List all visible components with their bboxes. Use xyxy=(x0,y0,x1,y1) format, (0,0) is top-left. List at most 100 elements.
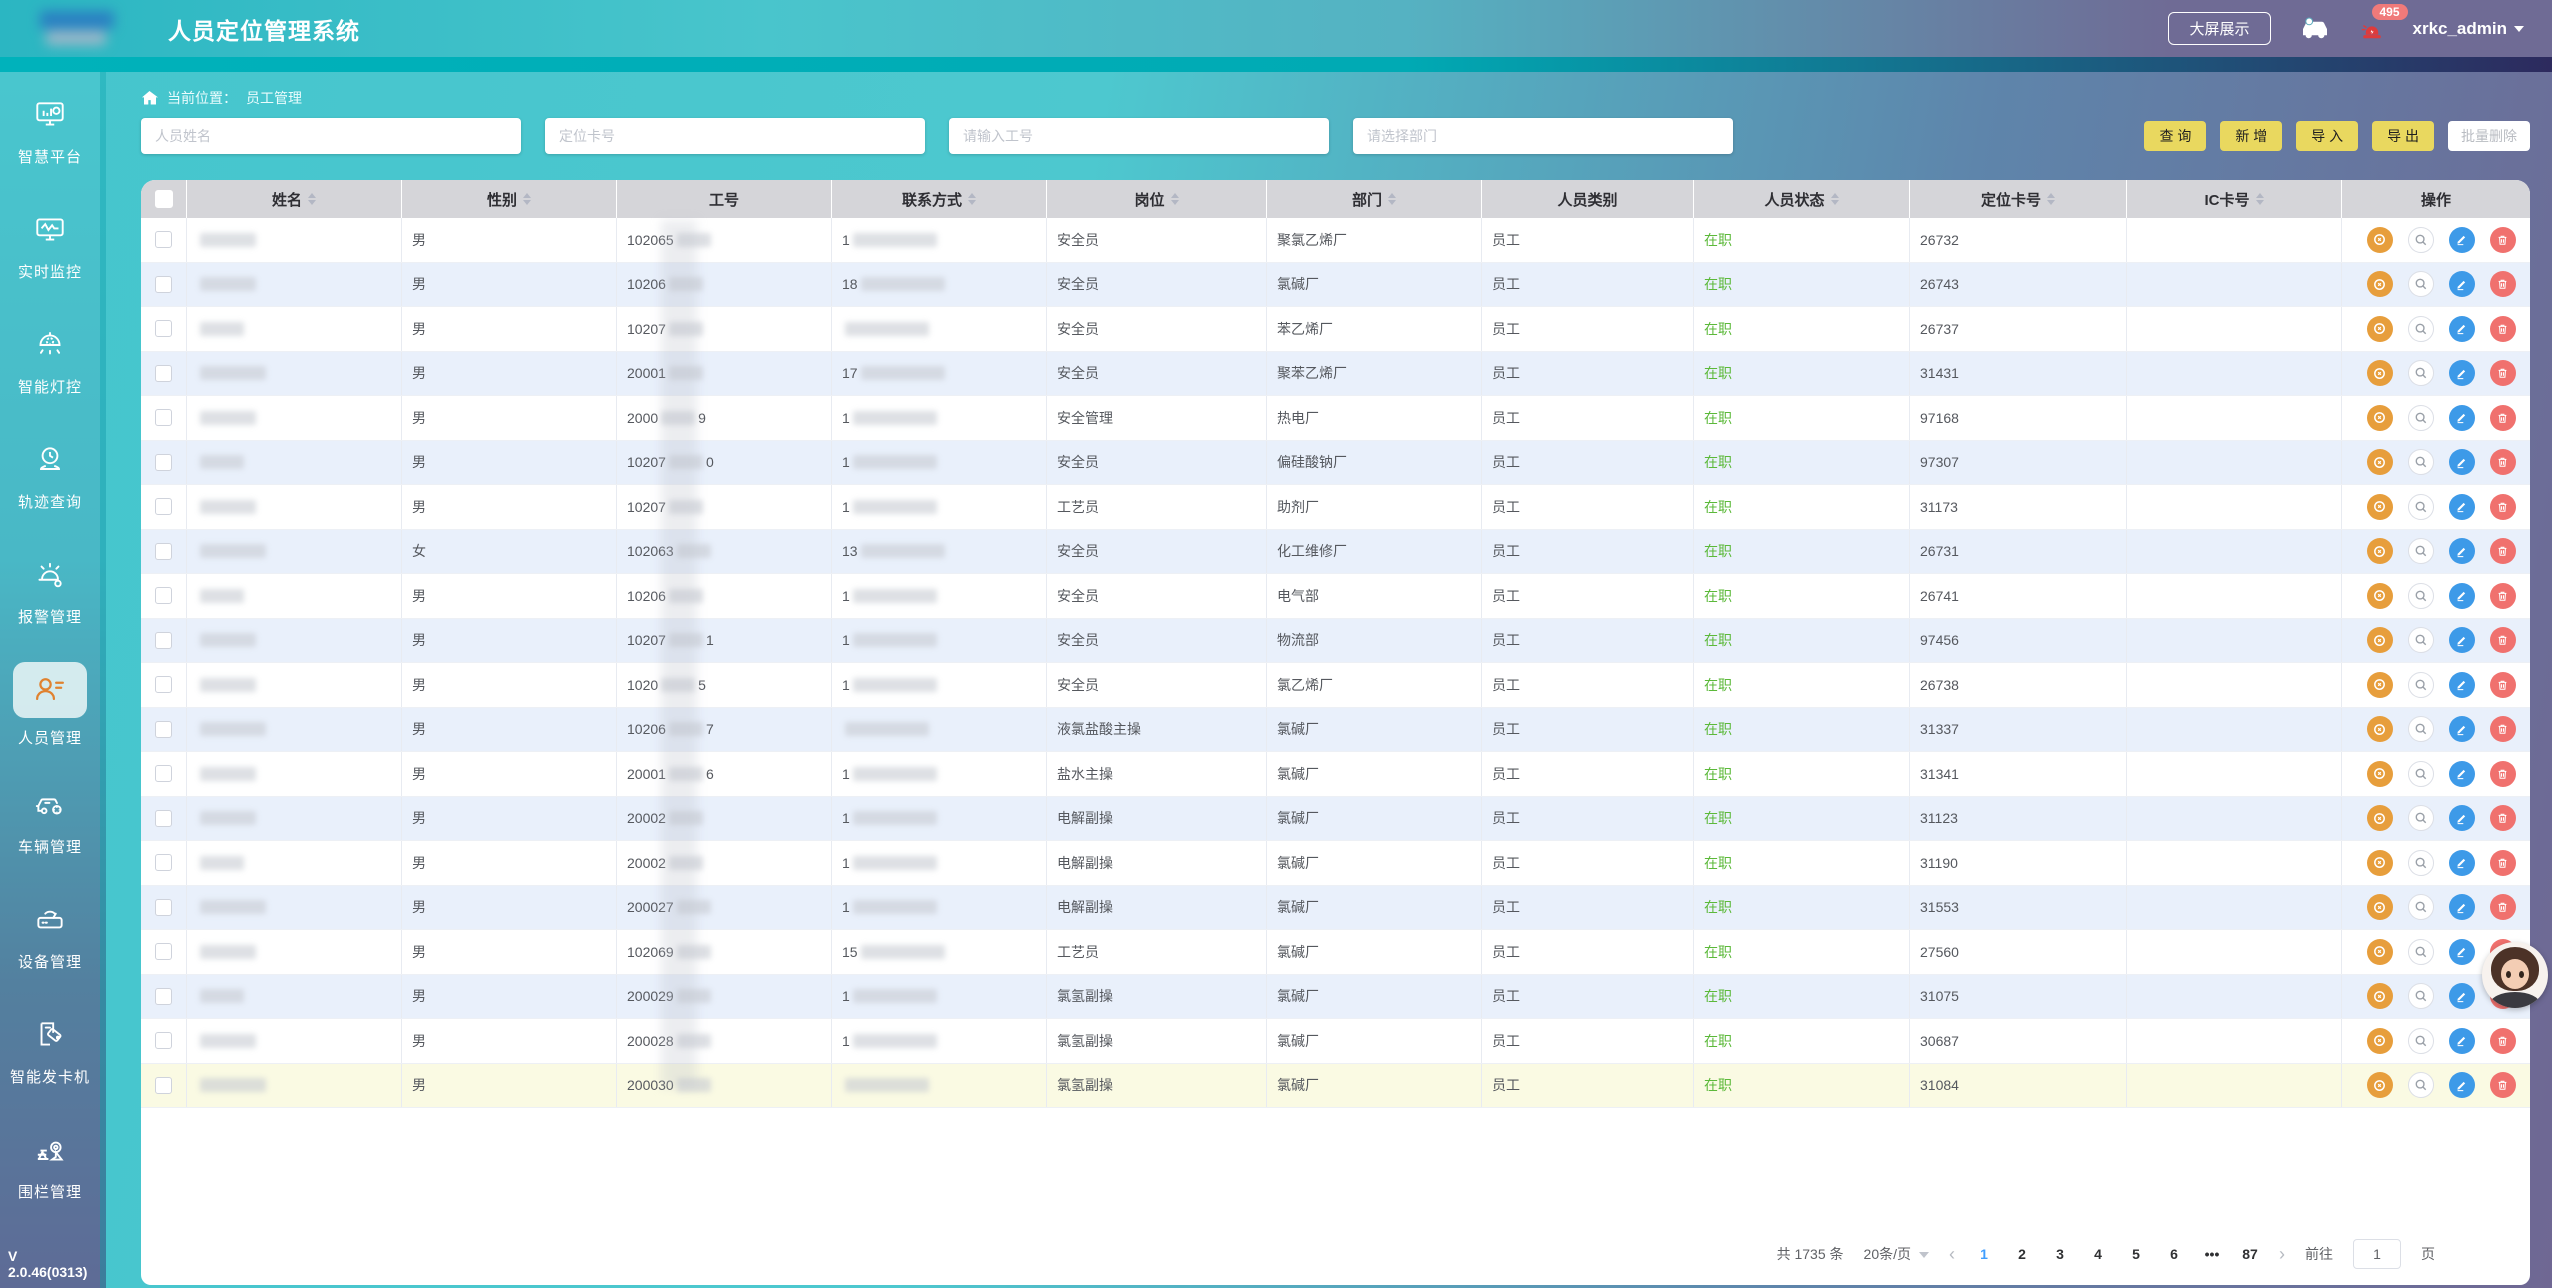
page-ellipsis[interactable]: ••• xyxy=(2204,1246,2220,1262)
column-header-10[interactable]: IC卡号 xyxy=(2127,180,2342,218)
view-button[interactable] xyxy=(2407,315,2434,342)
row-checkbox[interactable] xyxy=(155,231,172,249)
row-checkbox[interactable] xyxy=(155,275,172,293)
delete-button[interactable] xyxy=(2489,360,2516,387)
edit-button[interactable] xyxy=(2448,716,2475,743)
collect-card-button[interactable] xyxy=(2366,493,2393,520)
select-all-header[interactable] xyxy=(141,180,187,218)
sort-arrows-icon[interactable] xyxy=(2255,193,2264,205)
collect-card-button[interactable] xyxy=(2366,315,2393,342)
edit-button[interactable] xyxy=(2448,538,2475,565)
view-button[interactable] xyxy=(2407,760,2434,787)
collect-card-button[interactable] xyxy=(2366,760,2393,787)
next-page-button[interactable]: › xyxy=(2279,1244,2285,1264)
collect-card-button[interactable] xyxy=(2366,1072,2393,1099)
view-button[interactable] xyxy=(2407,716,2434,743)
column-header-4[interactable]: 联系方式 xyxy=(832,180,1047,218)
column-header-5[interactable]: 岗位 xyxy=(1047,180,1267,218)
row-checkbox[interactable] xyxy=(155,809,172,827)
row-checkbox[interactable] xyxy=(155,854,172,872)
view-button[interactable] xyxy=(2407,671,2434,698)
employee-no-input[interactable] xyxy=(949,118,1329,154)
edit-button[interactable] xyxy=(2448,938,2475,965)
view-button[interactable] xyxy=(2407,538,2434,565)
add-button[interactable]: 新 增 xyxy=(2220,121,2283,151)
view-button[interactable] xyxy=(2407,894,2434,921)
row-checkbox[interactable] xyxy=(155,765,172,783)
view-button[interactable] xyxy=(2407,271,2434,298)
edit-button[interactable] xyxy=(2448,315,2475,342)
edit-button[interactable] xyxy=(2448,226,2475,253)
collect-card-button[interactable] xyxy=(2366,849,2393,876)
page-size-select[interactable]: 20条/页 xyxy=(1864,1244,1929,1264)
view-button[interactable] xyxy=(2407,983,2434,1010)
edit-button[interactable] xyxy=(2448,271,2475,298)
sidebar-item-vehicle-management[interactable]: 车辆管理 xyxy=(0,762,100,877)
edit-button[interactable] xyxy=(2448,983,2475,1010)
sidebar-item-realtime-monitor[interactable]: 实时监控 xyxy=(0,187,100,302)
assistant-avatar[interactable] xyxy=(2482,942,2548,1008)
sort-arrows-icon[interactable] xyxy=(523,193,531,205)
column-header-8[interactable]: 人员状态 xyxy=(1694,180,1910,218)
sidebar-item-fence-management[interactable]: 围栏管理 xyxy=(0,1107,100,1222)
collect-card-button[interactable] xyxy=(2366,538,2393,565)
page-number-6[interactable]: 6 xyxy=(2170,1246,2178,1262)
batch-delete-button[interactable]: 批量删除 xyxy=(2448,121,2530,151)
big-screen-button[interactable]: 大屏展示 xyxy=(2168,12,2271,45)
view-button[interactable] xyxy=(2407,449,2434,476)
delete-button[interactable] xyxy=(2489,538,2516,565)
page-number-4[interactable]: 4 xyxy=(2094,1246,2102,1262)
collect-card-button[interactable] xyxy=(2366,805,2393,832)
collect-card-button[interactable] xyxy=(2366,582,2393,609)
row-checkbox[interactable] xyxy=(155,1032,172,1050)
view-button[interactable] xyxy=(2407,360,2434,387)
collect-card-button[interactable] xyxy=(2366,360,2393,387)
delete-button[interactable] xyxy=(2489,1072,2516,1099)
delete-button[interactable] xyxy=(2489,894,2516,921)
row-checkbox[interactable] xyxy=(155,943,172,961)
row-checkbox[interactable] xyxy=(155,676,172,694)
sidebar-item-smart-platform[interactable]: 智慧平台 xyxy=(0,72,100,187)
view-button[interactable] xyxy=(2407,493,2434,520)
row-checkbox[interactable] xyxy=(155,587,172,605)
select-all-checkbox[interactable] xyxy=(154,190,173,208)
delete-button[interactable] xyxy=(2489,627,2516,654)
sidebar-item-device-management[interactable]: 设备管理 xyxy=(0,877,100,992)
page-number-2[interactable]: 2 xyxy=(2018,1246,2026,1262)
view-button[interactable] xyxy=(2407,582,2434,609)
view-button[interactable] xyxy=(2407,849,2434,876)
sort-arrows-icon[interactable] xyxy=(1388,193,1396,205)
view-button[interactable] xyxy=(2407,1027,2434,1054)
column-header-1[interactable]: 姓名 xyxy=(187,180,402,218)
collect-card-button[interactable] xyxy=(2366,226,2393,253)
edit-button[interactable] xyxy=(2448,1027,2475,1054)
query-button[interactable]: 查 询 xyxy=(2144,121,2207,151)
sort-arrows-icon[interactable] xyxy=(308,193,316,205)
locator-card-input[interactable] xyxy=(545,118,925,154)
view-button[interactable] xyxy=(2407,226,2434,253)
edit-button[interactable] xyxy=(2448,1072,2475,1099)
edit-button[interactable] xyxy=(2448,627,2475,654)
user-menu[interactable]: xrkc_admin xyxy=(2413,19,2524,39)
sidebar-item-personnel-management[interactable]: 人员管理 xyxy=(0,647,100,762)
collect-card-button[interactable] xyxy=(2366,627,2393,654)
edit-button[interactable] xyxy=(2448,894,2475,921)
view-button[interactable] xyxy=(2407,627,2434,654)
sidebar-item-card-issuer[interactable]: 智能发卡机 xyxy=(0,992,100,1107)
delete-button[interactable] xyxy=(2489,671,2516,698)
delete-button[interactable] xyxy=(2489,404,2516,431)
import-button[interactable]: 导 入 xyxy=(2296,121,2359,151)
row-checkbox[interactable] xyxy=(155,720,172,738)
edit-button[interactable] xyxy=(2448,360,2475,387)
collect-card-button[interactable] xyxy=(2366,449,2393,476)
collect-card-button[interactable] xyxy=(2366,404,2393,431)
sidebar-item-track-query[interactable]: 轨迹查询 xyxy=(0,417,100,532)
person-name-input[interactable] xyxy=(141,118,521,154)
page-number-5[interactable]: 5 xyxy=(2132,1246,2140,1262)
sidebar-item-smart-light[interactable]: 智能灯控 xyxy=(0,302,100,417)
vehicle-alert-icon[interactable] xyxy=(2299,17,2331,40)
page-number-1[interactable]: 1 xyxy=(1980,1246,1988,1262)
edit-button[interactable] xyxy=(2448,760,2475,787)
delete-button[interactable] xyxy=(2489,582,2516,609)
sidebar-item-alarm-management[interactable]: 报警管理 xyxy=(0,532,100,647)
